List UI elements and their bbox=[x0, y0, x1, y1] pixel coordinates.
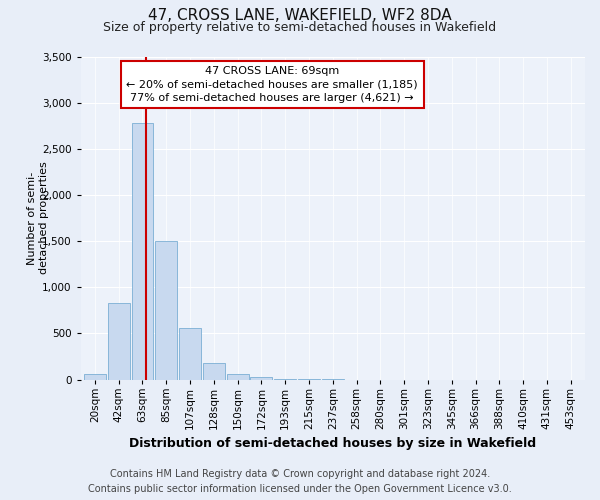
Bar bbox=[179, 328, 201, 380]
Bar bbox=[227, 374, 248, 380]
Bar bbox=[155, 241, 177, 380]
Y-axis label: Number of semi-
detached properties: Number of semi- detached properties bbox=[27, 162, 49, 274]
Text: 47 CROSS LANE: 69sqm
← 20% of semi-detached houses are smaller (1,185)
77% of se: 47 CROSS LANE: 69sqm ← 20% of semi-detac… bbox=[127, 66, 418, 102]
Text: Contains HM Land Registry data © Crown copyright and database right 2024.
Contai: Contains HM Land Registry data © Crown c… bbox=[88, 468, 512, 493]
Text: Size of property relative to semi-detached houses in Wakefield: Size of property relative to semi-detach… bbox=[103, 21, 497, 34]
Bar bbox=[250, 378, 272, 380]
Bar bbox=[203, 362, 225, 380]
Bar bbox=[84, 374, 106, 380]
Bar bbox=[108, 304, 130, 380]
Text: 47, CROSS LANE, WAKEFIELD, WF2 8DA: 47, CROSS LANE, WAKEFIELD, WF2 8DA bbox=[148, 8, 452, 22]
Bar bbox=[131, 123, 154, 380]
X-axis label: Distribution of semi-detached houses by size in Wakefield: Distribution of semi-detached houses by … bbox=[129, 437, 536, 450]
